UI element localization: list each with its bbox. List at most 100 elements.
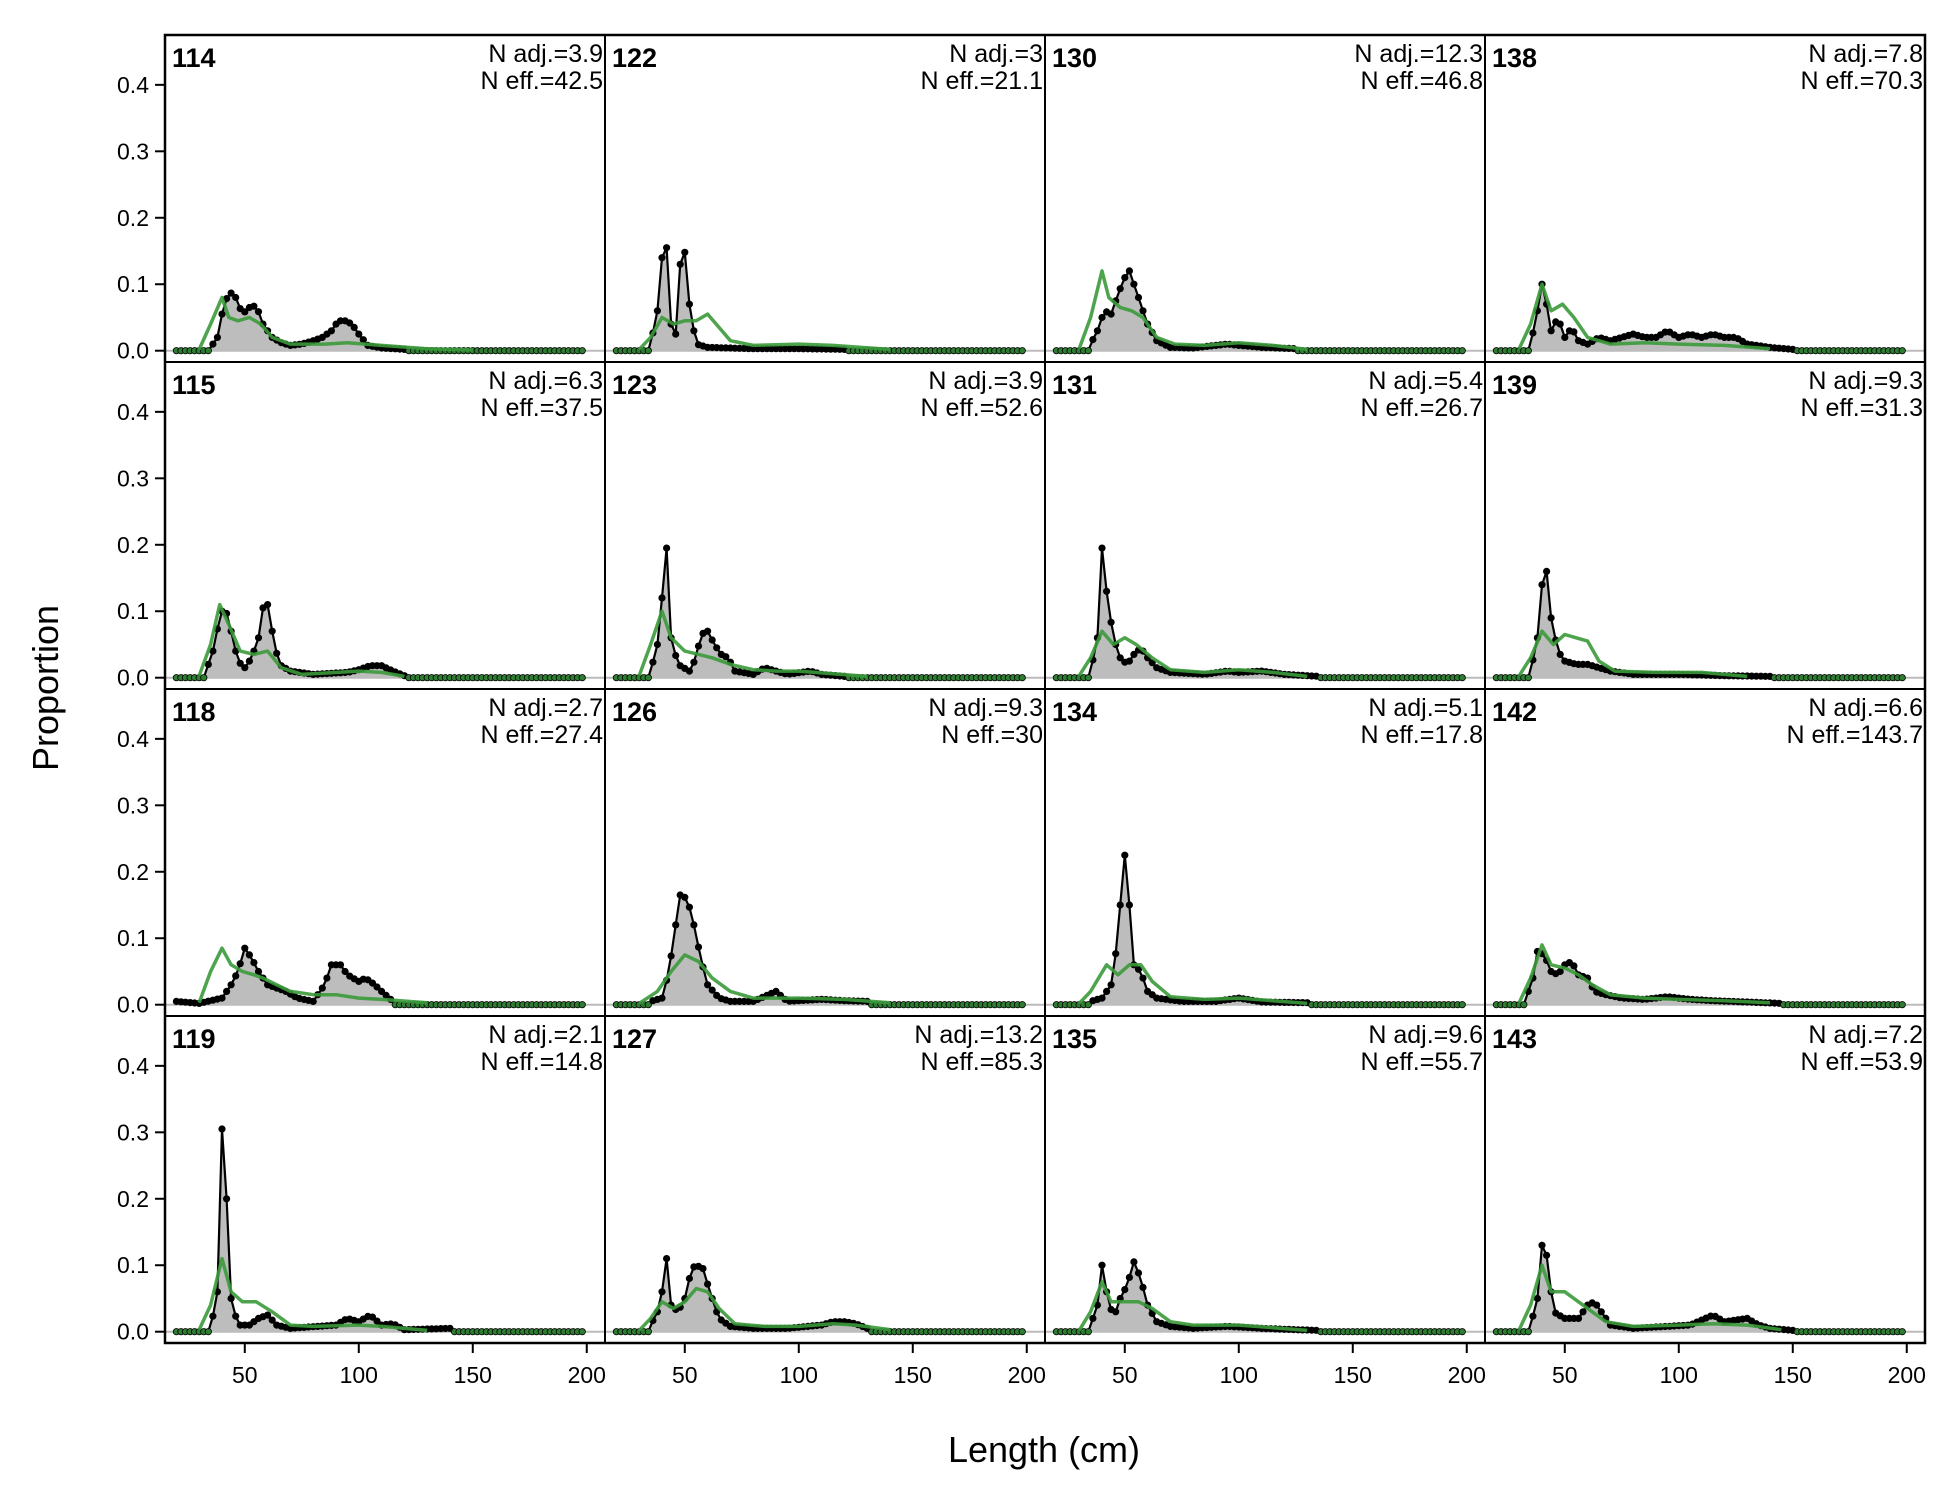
observed-point [1547,614,1555,622]
observed-point [368,979,377,987]
observed-point [662,244,671,252]
observed-point [373,983,381,991]
x-tick-label: 50 [232,1362,258,1388]
observed-point [658,1288,666,1296]
panel-label: 127 [612,1024,657,1054]
observed-point [703,627,712,635]
n-eff-label: N eff.=26.7 [1360,394,1483,422]
observed-point [318,984,326,992]
panel-label: 131 [1052,370,1097,400]
n-adj-label: N adj.=2.7 [488,694,603,722]
observed-point [1561,333,1569,341]
observed-point [236,960,244,968]
observed-point [1139,974,1147,982]
observed-point [703,1280,712,1288]
panel-label: 134 [1052,697,1097,727]
panel-label: 115 [172,370,216,400]
observed-point [1458,347,1466,355]
observed-point [377,987,386,996]
observed-point [227,1294,235,1303]
observed-point [373,1317,381,1325]
observed-point [1538,1241,1546,1249]
observed-point [1520,1001,1528,1009]
observed-point [218,310,226,318]
n-adj-label: N adj.=5.4 [1368,367,1483,395]
n-eff-label: N eff.=70.3 [1800,67,1923,95]
y-tick-label: 0.2 [117,532,149,558]
observed-point [1098,994,1106,1002]
n-eff-label: N eff.=21.1 [920,67,1043,95]
observed-point [672,330,680,338]
observed-point [722,653,730,661]
observed-area [1496,1245,1903,1332]
observed-point [1103,987,1111,996]
observed-point [1898,1001,1906,1009]
panel-115: 115 N adj.=6.3N eff.=37.5 [164,361,606,690]
observed-point [273,649,281,657]
panel-label: 118 [172,697,216,727]
observed-point [232,1312,240,1320]
observed-point [1134,293,1143,302]
observed-area [1056,1261,1463,1332]
panel-122: 122 N adj.=3N eff.=21.1 [604,34,1046,363]
observed-point [658,594,666,602]
observed-point [685,667,694,675]
panel-119: 119 N adj.=2.1N eff.=14.8 [164,1015,606,1344]
observed-point [1107,310,1115,318]
observed-point [1125,657,1134,665]
observed-point [1556,650,1564,659]
x-tick-label: 150 [454,1362,492,1388]
y-tick-label: 0.1 [117,1252,149,1278]
observed-point [250,958,258,967]
n-adj-label: N adj.=6.3 [488,367,603,395]
axes: 0.0 0.1 0.2 0.3 0.4 0.0 0.1 0.2 0.3 0.4 0.0 0.1 0.2 0… [117,33,1927,1388]
observed-point [667,952,675,960]
x-tick-label: 100 [340,1362,378,1388]
observed-point [1116,285,1124,293]
panel-138: 138 N adj.=7.8N eff.=70.3 [1484,34,1926,363]
panel-127: 127 N adj.=13.2N eff.=85.3 [604,1015,1046,1344]
observed-point [1018,674,1026,682]
observed-point [1524,347,1532,355]
n-adj-label: N adj.=5.1 [1368,694,1483,722]
observed-point [672,651,680,660]
expected-line [1077,269,1308,352]
observed-point [1898,1328,1906,1336]
expected-line [638,953,891,1005]
observed-point [241,308,249,316]
n-adj-label: N adj.=13.2 [914,1021,1043,1049]
observed-point [1112,1308,1120,1316]
observed-point [1898,674,1906,682]
observed-area [616,1258,1023,1332]
observed-point [681,893,689,901]
observed-point [644,674,652,682]
x-tick-label: 50 [1552,1362,1578,1388]
observed-point [1533,1294,1542,1303]
observed-area [176,1129,583,1332]
panel-139: 139 N adj.=9.3N eff.=31.3 [1484,361,1926,690]
observed-point [772,987,780,996]
observed-point [644,1001,652,1009]
x-tick-label: 200 [1888,1362,1926,1388]
observed-point [1570,328,1578,336]
y-tick-label: 0.4 [117,1053,149,1079]
y-tick-label: 0.1 [117,925,149,951]
observed-point [241,944,249,952]
n-eff-label: N eff.=31.3 [1800,394,1923,422]
y-tick-label: 0.1 [117,598,149,624]
observed-point [1130,280,1138,288]
panel-label: 114 [172,43,216,73]
observed-point [250,302,258,310]
panel-123: 123 N adj.=3.9N eff.=52.6 [604,361,1046,690]
observed-point [1529,329,1537,337]
observed-area [1496,951,1903,1005]
observed-point [662,1255,671,1263]
observed-point [263,1311,272,1319]
observed-point [204,660,212,669]
observed-point [1529,1312,1537,1320]
y-tick-label: 0.4 [117,726,149,752]
observed-point [578,1001,586,1009]
observed-point [685,903,694,911]
observed-point [218,994,226,1002]
